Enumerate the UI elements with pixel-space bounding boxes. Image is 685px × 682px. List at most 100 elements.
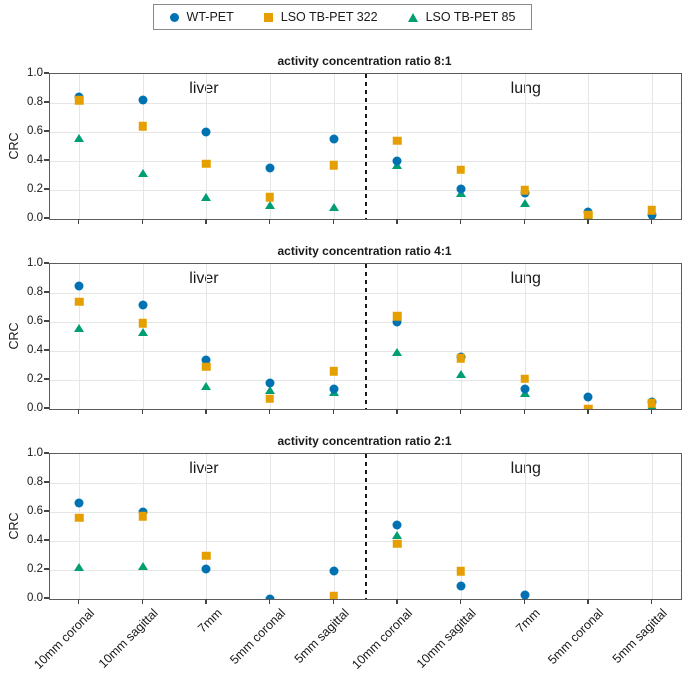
data-point-circle — [392, 156, 402, 166]
data-point-square — [329, 367, 338, 376]
data-point-square — [74, 297, 84, 306]
gridline-vertical — [397, 74, 399, 219]
y-tick-label: 0.6 — [27, 315, 43, 327]
gridline-vertical — [397, 264, 399, 409]
data-point-triangle — [74, 323, 84, 332]
data-point-square — [265, 394, 275, 404]
data-point-square — [138, 319, 147, 328]
liver-lung-divider-line — [365, 74, 368, 219]
x-tick-mark — [523, 219, 525, 225]
y-tick-mark — [44, 510, 49, 512]
gridline-vertical — [79, 454, 80, 599]
gridline-vertical — [206, 264, 208, 409]
subplot-ratio-2-1: activity concentration ratio 2:1 CRC liv… — [0, 430, 685, 620]
data-point-square — [329, 161, 338, 170]
y-tick-label: 0.6 — [27, 125, 43, 137]
data-point-square — [74, 513, 84, 523]
gridline-vertical — [333, 264, 335, 409]
gridline-vertical — [79, 74, 80, 219]
x-tick-mark — [78, 409, 80, 415]
x-tick-mark — [141, 409, 143, 415]
data-point-triangle — [519, 199, 530, 208]
data-point-circle — [74, 281, 84, 291]
y-tick-label: 1.0 — [27, 447, 43, 459]
lso-322-square-icon — [263, 12, 273, 22]
data-point-circle — [520, 384, 530, 394]
data-point-circle — [520, 590, 530, 599]
data-point-square — [647, 398, 657, 408]
gridline-vertical — [333, 454, 335, 599]
x-tick-mark — [650, 599, 653, 605]
region-label-lung: lung — [510, 270, 541, 287]
x-tick-mark — [523, 409, 525, 415]
legend-item-wt-pet: WT-PET — [169, 10, 234, 24]
y-tick-mark — [44, 262, 49, 264]
region-label-liver: liver — [189, 270, 219, 287]
data-point-square — [584, 404, 593, 409]
data-point-triangle — [328, 203, 339, 212]
data-point-square — [456, 567, 466, 576]
data-point-circle — [392, 317, 402, 327]
data-point-triangle — [137, 561, 148, 570]
y-tick-label: 0.0 — [27, 402, 43, 414]
gridline-vertical — [460, 264, 462, 409]
gridline-vertical — [524, 264, 526, 409]
x-tick-mark — [205, 599, 207, 605]
data-point-square — [393, 539, 402, 549]
x-axis-label: 10mm sagittal — [95, 606, 161, 671]
data-point-circle — [329, 566, 339, 576]
data-point-circle — [201, 564, 211, 574]
liver-lung-divider-line — [365, 454, 368, 599]
data-point-triangle — [264, 386, 275, 395]
region-label-liver: liver — [189, 80, 219, 97]
y-axis-label: CRC — [7, 321, 21, 350]
data-point-square — [74, 95, 84, 105]
x-tick-mark — [650, 409, 653, 415]
y-tick-label: 0.0 — [27, 212, 43, 224]
gridline-vertical — [524, 74, 526, 219]
liver-lung-divider-line — [365, 264, 368, 409]
x-tick-mark — [587, 599, 589, 605]
legend-label: LSO TB-PET 322 — [280, 10, 378, 24]
y-tick-mark — [44, 217, 49, 219]
gridline-vertical — [206, 454, 208, 599]
data-point-triangle — [74, 563, 84, 572]
data-point-square — [202, 551, 211, 560]
plot-area: liver lung — [49, 73, 682, 220]
y-tick-label: 1.0 — [27, 257, 43, 269]
y-tick-mark — [44, 407, 49, 409]
data-point-circle — [647, 210, 657, 219]
x-tick-mark — [78, 599, 80, 605]
y-tick-label: 0.8 — [27, 96, 43, 108]
y-tick-mark — [44, 481, 49, 483]
gridline-vertical — [269, 264, 271, 409]
data-point-square — [393, 136, 402, 145]
y-tick-mark — [44, 188, 49, 190]
x-tick-mark — [523, 599, 525, 605]
gridline-vertical — [79, 264, 80, 409]
chart-title: activity concentration ratio 4:1 — [277, 244, 452, 258]
y-tick-label: 0.2 — [27, 563, 43, 575]
y-tick-label: 1.0 — [27, 67, 43, 79]
gridline-vertical — [651, 74, 653, 219]
data-point-square — [520, 185, 529, 195]
data-point-square — [202, 159, 211, 169]
data-point-triangle — [137, 328, 148, 337]
y-tick-label: 0.2 — [27, 373, 43, 385]
x-axis-label: 10mm sagittal — [413, 606, 479, 671]
data-point-circle — [456, 184, 466, 194]
region-label-lung: lung — [510, 80, 541, 97]
x-axis-label: 7mm — [512, 606, 543, 636]
lso-85-triangle-icon — [407, 12, 418, 22]
gridline-vertical — [269, 74, 271, 219]
data-point-circle — [138, 507, 148, 517]
plot-area: liver lung — [49, 453, 682, 600]
x-tick-mark — [587, 409, 589, 415]
x-tick-mark — [587, 219, 589, 225]
gridline-vertical — [651, 264, 653, 409]
chart-title: activity concentration ratio 8:1 — [277, 54, 452, 68]
x-axis-label: 7mm — [194, 606, 225, 636]
y-tick-mark — [44, 349, 49, 351]
data-point-square — [329, 591, 338, 599]
data-point-circle — [456, 581, 466, 591]
